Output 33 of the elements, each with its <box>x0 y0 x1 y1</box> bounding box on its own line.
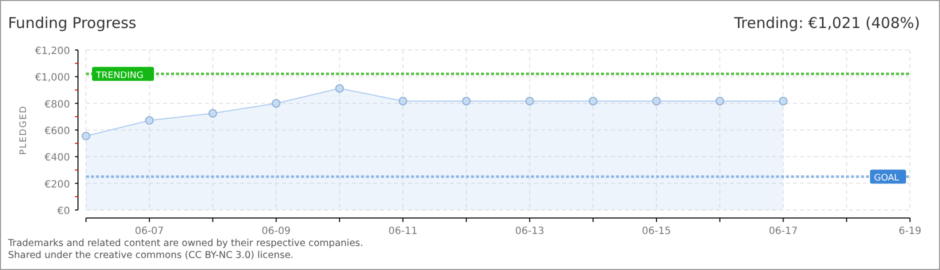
point <box>588 96 598 106</box>
y-tick-label: €600 <box>44 126 70 137</box>
x-tick-label: 06-07 <box>134 226 164 237</box>
y-tick-label: €400 <box>44 152 70 164</box>
y-tick-label: €1,000 <box>35 72 70 84</box>
x-tick-label: 06-11 <box>388 226 418 237</box>
x-tick-label: 06-17 <box>768 226 798 237</box>
point <box>335 84 344 93</box>
x-tick-label: 06-13 <box>515 226 544 237</box>
text: Trending: €1,021 (408%) <box>733 14 920 32</box>
point <box>208 109 218 118</box>
ref-line-label: GOAL <box>874 174 900 184</box>
point <box>272 99 280 108</box>
y-axis-title: PLEDGED <box>19 105 29 155</box>
point <box>462 96 471 106</box>
point <box>82 132 90 140</box>
point <box>778 96 788 106</box>
y-tick-label: €800 <box>44 99 70 110</box>
point <box>398 96 408 106</box>
x-tick-label: 06-09 <box>262 226 291 237</box>
point <box>145 116 154 125</box>
x-tick-label: 6-19 <box>898 226 922 237</box>
text: Shared under the creative commons (CC BY-NC 3.0) license. <box>8 250 294 261</box>
x-tick-label: 06-15 <box>642 226 671 237</box>
text: Trademarks and related content are owned by their respective companies. <box>7 238 364 249</box>
point <box>716 96 724 106</box>
y-tick-label: €200 <box>44 179 70 190</box>
point <box>652 96 661 106</box>
y-tick-label: €1,200 <box>35 46 70 57</box>
ref-line-label: TRENDING <box>95 70 144 81</box>
y-tick-label: €0 <box>57 206 70 217</box>
point <box>525 96 534 106</box>
chart-title: Funding Progress <box>8 14 137 32</box>
